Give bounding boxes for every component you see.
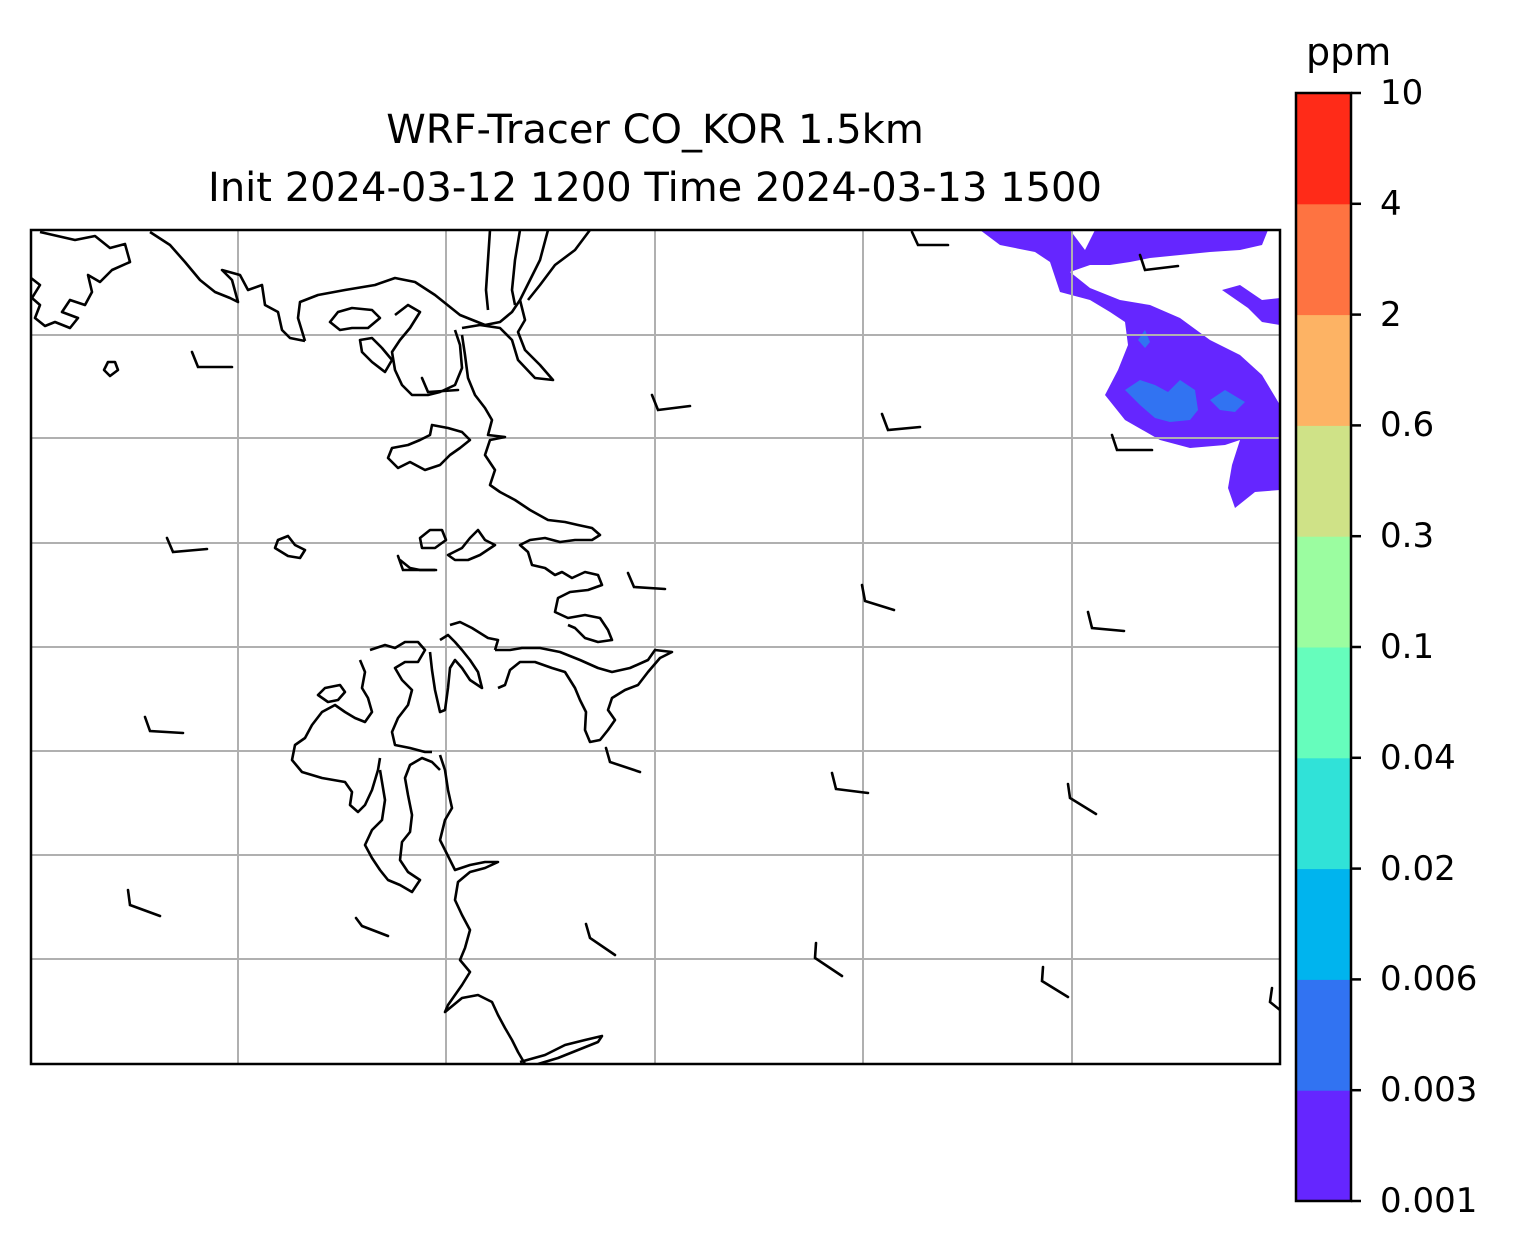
tracer-fill-mid [1138,330,1150,348]
wind-barb [190,350,234,369]
colorbar-tick-label: 0.6 [1380,405,1435,446]
tracer-field [980,230,1280,508]
tracer-fill-low [980,230,1280,508]
colorbar-tick-label: 0.006 [1380,959,1478,1000]
wind-barb [830,771,870,795]
colorbar-tick-label: 2 [1380,294,1402,335]
colorbar-tick-label: 0.1 [1380,627,1435,667]
colorbar [1296,93,1351,1202]
wind-barb [165,536,209,554]
colorbar-tick-label: 10 [1380,73,1424,113]
colorbar-tick-label: 0.003 [1380,1070,1478,1111]
colorbar-tick-label: 4 [1380,183,1402,224]
gridlines [31,230,1280,1064]
wind-barb [1040,965,1070,999]
wind-barb [584,922,617,957]
wind-barb [1110,433,1154,452]
colorbar-segment [1296,93,1351,205]
colorbar-segment [1296,979,1351,1091]
tracer-fill-low [1222,285,1280,325]
colorbar-segment [1296,425,1351,537]
wind-barb [813,941,844,978]
wind-barb [650,393,692,412]
map-frame [29,228,1282,1066]
wind-barbs [126,230,1280,1012]
colorbar-segment [1296,203,1351,316]
colorbar-tick-label: 0.04 [1380,737,1456,778]
colorbar-segment [1296,314,1351,426]
wind-barb [626,571,667,591]
colorbar-segment [1296,1090,1351,1202]
colorbar-segment [1296,868,1351,980]
colorbar-tick-label: 0.001 [1380,1181,1478,1221]
colorbar-segment [1296,536,1351,648]
colorbar-tick-label: 0.02 [1380,848,1456,889]
colorbar-unit: ppm [1306,30,1392,74]
wind-barb [1138,253,1180,272]
wind-barb [880,412,922,432]
wind-barb [1066,782,1098,816]
colorbar-segment [1296,647,1351,759]
tracer-fill-mid [1125,380,1198,422]
tracer-fill-mid [1210,390,1245,412]
chart-subtitle: Init 2024-03-12 1200 Time 2024-03-13 150… [208,165,1102,211]
wind-barb [396,554,438,572]
wind-barb [420,376,460,394]
chart-title: WRF-Tracer CO_KOR 1.5km [386,107,924,153]
wind-barb [1086,610,1126,633]
wind-barb [860,583,896,612]
wind-barb [126,888,162,918]
colorbar-segment [1296,757,1351,870]
wind-barb [143,715,185,735]
wind-barb [910,230,950,247]
colorbar-tick-label: 0.3 [1380,516,1435,557]
coastlines [31,230,674,1064]
wind-barb [1268,986,1280,1012]
wind-barb [604,746,642,774]
wind-barb [354,916,390,938]
